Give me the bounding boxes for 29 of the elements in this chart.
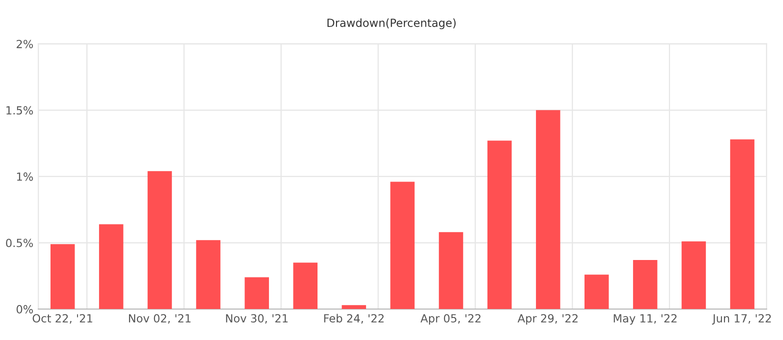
- x-tick-label: Nov 30, '21: [226, 314, 288, 324]
- x-tick-label: Oct 22, '21: [32, 314, 92, 324]
- bar: [633, 260, 658, 310]
- bar: [244, 277, 269, 310]
- chart-title: Drawdown(Percentage): [328, 18, 456, 30]
- bar: [99, 224, 124, 310]
- bar: [536, 110, 560, 310]
- y-tick-label: 2%: [16, 40, 33, 48]
- bar: [730, 139, 754, 310]
- bar: [487, 140, 512, 310]
- bar: [584, 274, 609, 310]
- y-tick-label: 1%: [17, 172, 33, 181]
- y-tick-label: 0%: [16, 305, 33, 314]
- bar: [390, 182, 415, 310]
- bar: [196, 240, 220, 310]
- x-tick-label: Nov 02, '21: [129, 314, 191, 324]
- x-tick-label: Feb 24, '22: [324, 314, 384, 324]
- bar: [50, 244, 75, 310]
- bar: [342, 305, 366, 310]
- x-tick-label: Jun 17, '22: [712, 314, 771, 325]
- y-tick-label: 1.5%: [6, 106, 33, 115]
- x-tick-label: Apr 29, '22: [518, 314, 578, 325]
- bar: [293, 262, 318, 310]
- bar: [682, 241, 706, 310]
- x-tick-label: Apr 05, '22: [420, 314, 480, 325]
- x-tick-label: May 11, '22: [614, 314, 677, 325]
- y-tick-label: 0.5%: [6, 238, 33, 248]
- bar: [148, 171, 172, 310]
- bar: [438, 232, 464, 310]
